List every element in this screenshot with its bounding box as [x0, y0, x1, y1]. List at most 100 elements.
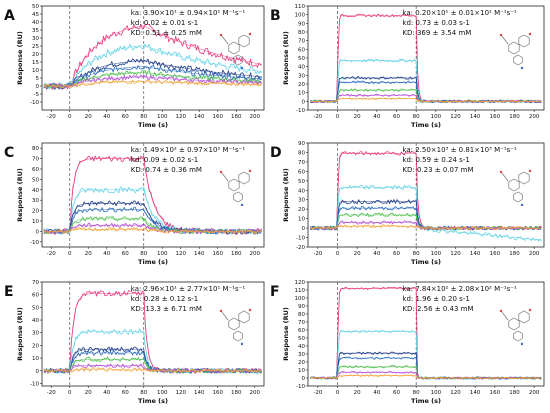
y-tick-label: 80: [298, 150, 305, 156]
series-1-fit-line: [43, 25, 262, 87]
y-tick-label: 20: [298, 360, 305, 366]
y-tick-label: -10: [30, 240, 39, 246]
x-tick-label: 40: [103, 390, 110, 396]
x-tick-label: 140: [194, 251, 205, 257]
y-axis-label: Response (RU): [16, 168, 24, 222]
kinetics-annotation-2: kd: 1.96 ± 0.20 s-1: [402, 295, 469, 303]
y-tick-label: 70: [32, 157, 39, 163]
y-axis-label: Response (RU): [282, 168, 290, 222]
x-tick-label: 0: [68, 251, 72, 257]
kinetics-annotation-3: KD: 369 ± 3.54 mM: [402, 29, 471, 37]
y-tick-label: 60: [32, 293, 39, 299]
x-tick-label: 120: [450, 390, 461, 396]
x-tick-label: 20: [85, 390, 92, 396]
x-tick-label: -20: [313, 114, 322, 120]
y-tick-label: 50: [32, 305, 39, 311]
x-tick-label: 60: [122, 251, 129, 257]
x-tick-label: 200: [529, 390, 540, 396]
y-tick-label: 40: [32, 20, 39, 26]
y-tick-label: 0: [36, 84, 40, 90]
series-7-fit-line: [310, 225, 542, 229]
series-3-fit-line: [310, 352, 542, 379]
panel-letter: A: [4, 8, 15, 24]
y-tick-label: 10: [32, 219, 39, 225]
panel-letter: F: [270, 284, 280, 300]
x-tick-label: 160: [213, 390, 224, 396]
x-tick-label: 0: [336, 251, 340, 257]
y-tick-label: 45: [32, 12, 39, 18]
molecule-structure-icon: [499, 32, 532, 70]
molecule-structure-icon: [499, 308, 532, 346]
y-tick-label: 30: [32, 198, 39, 204]
x-axis-label: Time (s): [411, 258, 441, 266]
kinetics-annotation-3: KD: 2.56 ± 0.43 mM: [402, 305, 473, 313]
x-tick-label: -20: [47, 390, 56, 396]
y-tick-label: 60: [298, 47, 305, 53]
kinetics-annotation-2: kd: 0.02 ± 0.01 s-1: [131, 19, 198, 27]
x-tick-label: 160: [490, 114, 501, 120]
series-7-fit-line: [310, 98, 542, 102]
x-tick-label: 120: [176, 114, 187, 120]
y-tick-label: 50: [298, 179, 305, 185]
x-tick-label: -20: [47, 251, 56, 257]
plot-frame: [41, 5, 265, 111]
x-tick-label: 60: [393, 251, 400, 257]
series-2-fit-line: [43, 45, 262, 87]
y-tick-label: 50: [32, 4, 39, 10]
x-tick-label: 0: [336, 114, 340, 120]
series-4-fit-line: [310, 357, 542, 379]
y-tick-label: 35: [32, 28, 39, 34]
y-tick-label: 20: [32, 343, 39, 349]
y-tick-label: 0: [36, 229, 40, 235]
series-3-fit-line: [43, 60, 262, 87]
x-tick-label: 100: [157, 114, 168, 120]
kinetics-annotation-2: kd: 0.28 ± 0.12 s-1: [131, 295, 198, 303]
x-tick-label: 120: [176, 390, 187, 396]
x-tick-label: 40: [103, 251, 110, 257]
x-tick-label: 100: [431, 114, 442, 120]
y-tick-label: 40: [298, 188, 305, 194]
x-axis-label: Time (s): [138, 121, 168, 129]
x-tick-label: 160: [213, 251, 224, 257]
x-tick-label: 40: [103, 114, 110, 120]
plot-frame: [41, 142, 265, 248]
molecule-structure-icon: [219, 32, 252, 70]
plot-frame: [307, 142, 545, 248]
x-tick-label: 160: [213, 114, 224, 120]
y-tick-label: 0: [302, 226, 306, 232]
y-tick-label: 10: [298, 368, 305, 374]
y-tick-label: 100: [295, 296, 306, 302]
y-tick-label: 30: [298, 73, 305, 79]
y-tick-label: 20: [298, 82, 305, 88]
y-tick-label: -5: [34, 92, 40, 98]
y-tick-label: 50: [298, 336, 305, 342]
y-tick-label: 60: [298, 169, 305, 175]
y-tick-label: 70: [298, 320, 305, 326]
x-tick-label: 140: [470, 390, 481, 396]
x-tick-label: 200: [529, 114, 540, 120]
x-tick-label: -20: [47, 114, 56, 120]
chart-panel-a: -20 0 20 40 60 80 100 120 140 160 180 200 -10 -5 0 5 10 1…: [4, 4, 265, 129]
y-axis-label: Response (RU): [16, 307, 24, 361]
x-tick-label: 100: [431, 251, 442, 257]
x-tick-label: 160: [490, 390, 501, 396]
x-tick-label: 200: [250, 114, 261, 120]
y-tick-label: 0: [302, 376, 306, 382]
y-axis-label: Response (RU): [16, 31, 24, 85]
series-2-fit-line: [310, 187, 542, 240]
series-7-fit-line: [43, 369, 262, 372]
series-6-raw-line: [309, 93, 542, 103]
x-tick-label: 60: [122, 114, 129, 120]
series-2-raw-line: [43, 43, 262, 90]
y-tick-label: 80: [298, 312, 305, 318]
y-tick-label: 60: [32, 167, 39, 173]
y-tick-label: 40: [32, 318, 39, 324]
panel-letter: D: [270, 145, 282, 161]
y-tick-label: -10: [296, 108, 305, 114]
x-tick-label: 200: [250, 251, 261, 257]
x-axis-label: Time (s): [411, 121, 441, 129]
kinetics-annotation-1: ka: 2.50×10³ ± 0.81×10³ M⁻¹s⁻¹: [402, 146, 517, 154]
kinetics-annotation-1: ka: 2.96×10¹ ± 2.77×10¹ M⁻¹s⁻¹: [131, 285, 246, 293]
y-tick-label: 15: [32, 60, 39, 66]
x-tick-label: 60: [122, 390, 129, 396]
